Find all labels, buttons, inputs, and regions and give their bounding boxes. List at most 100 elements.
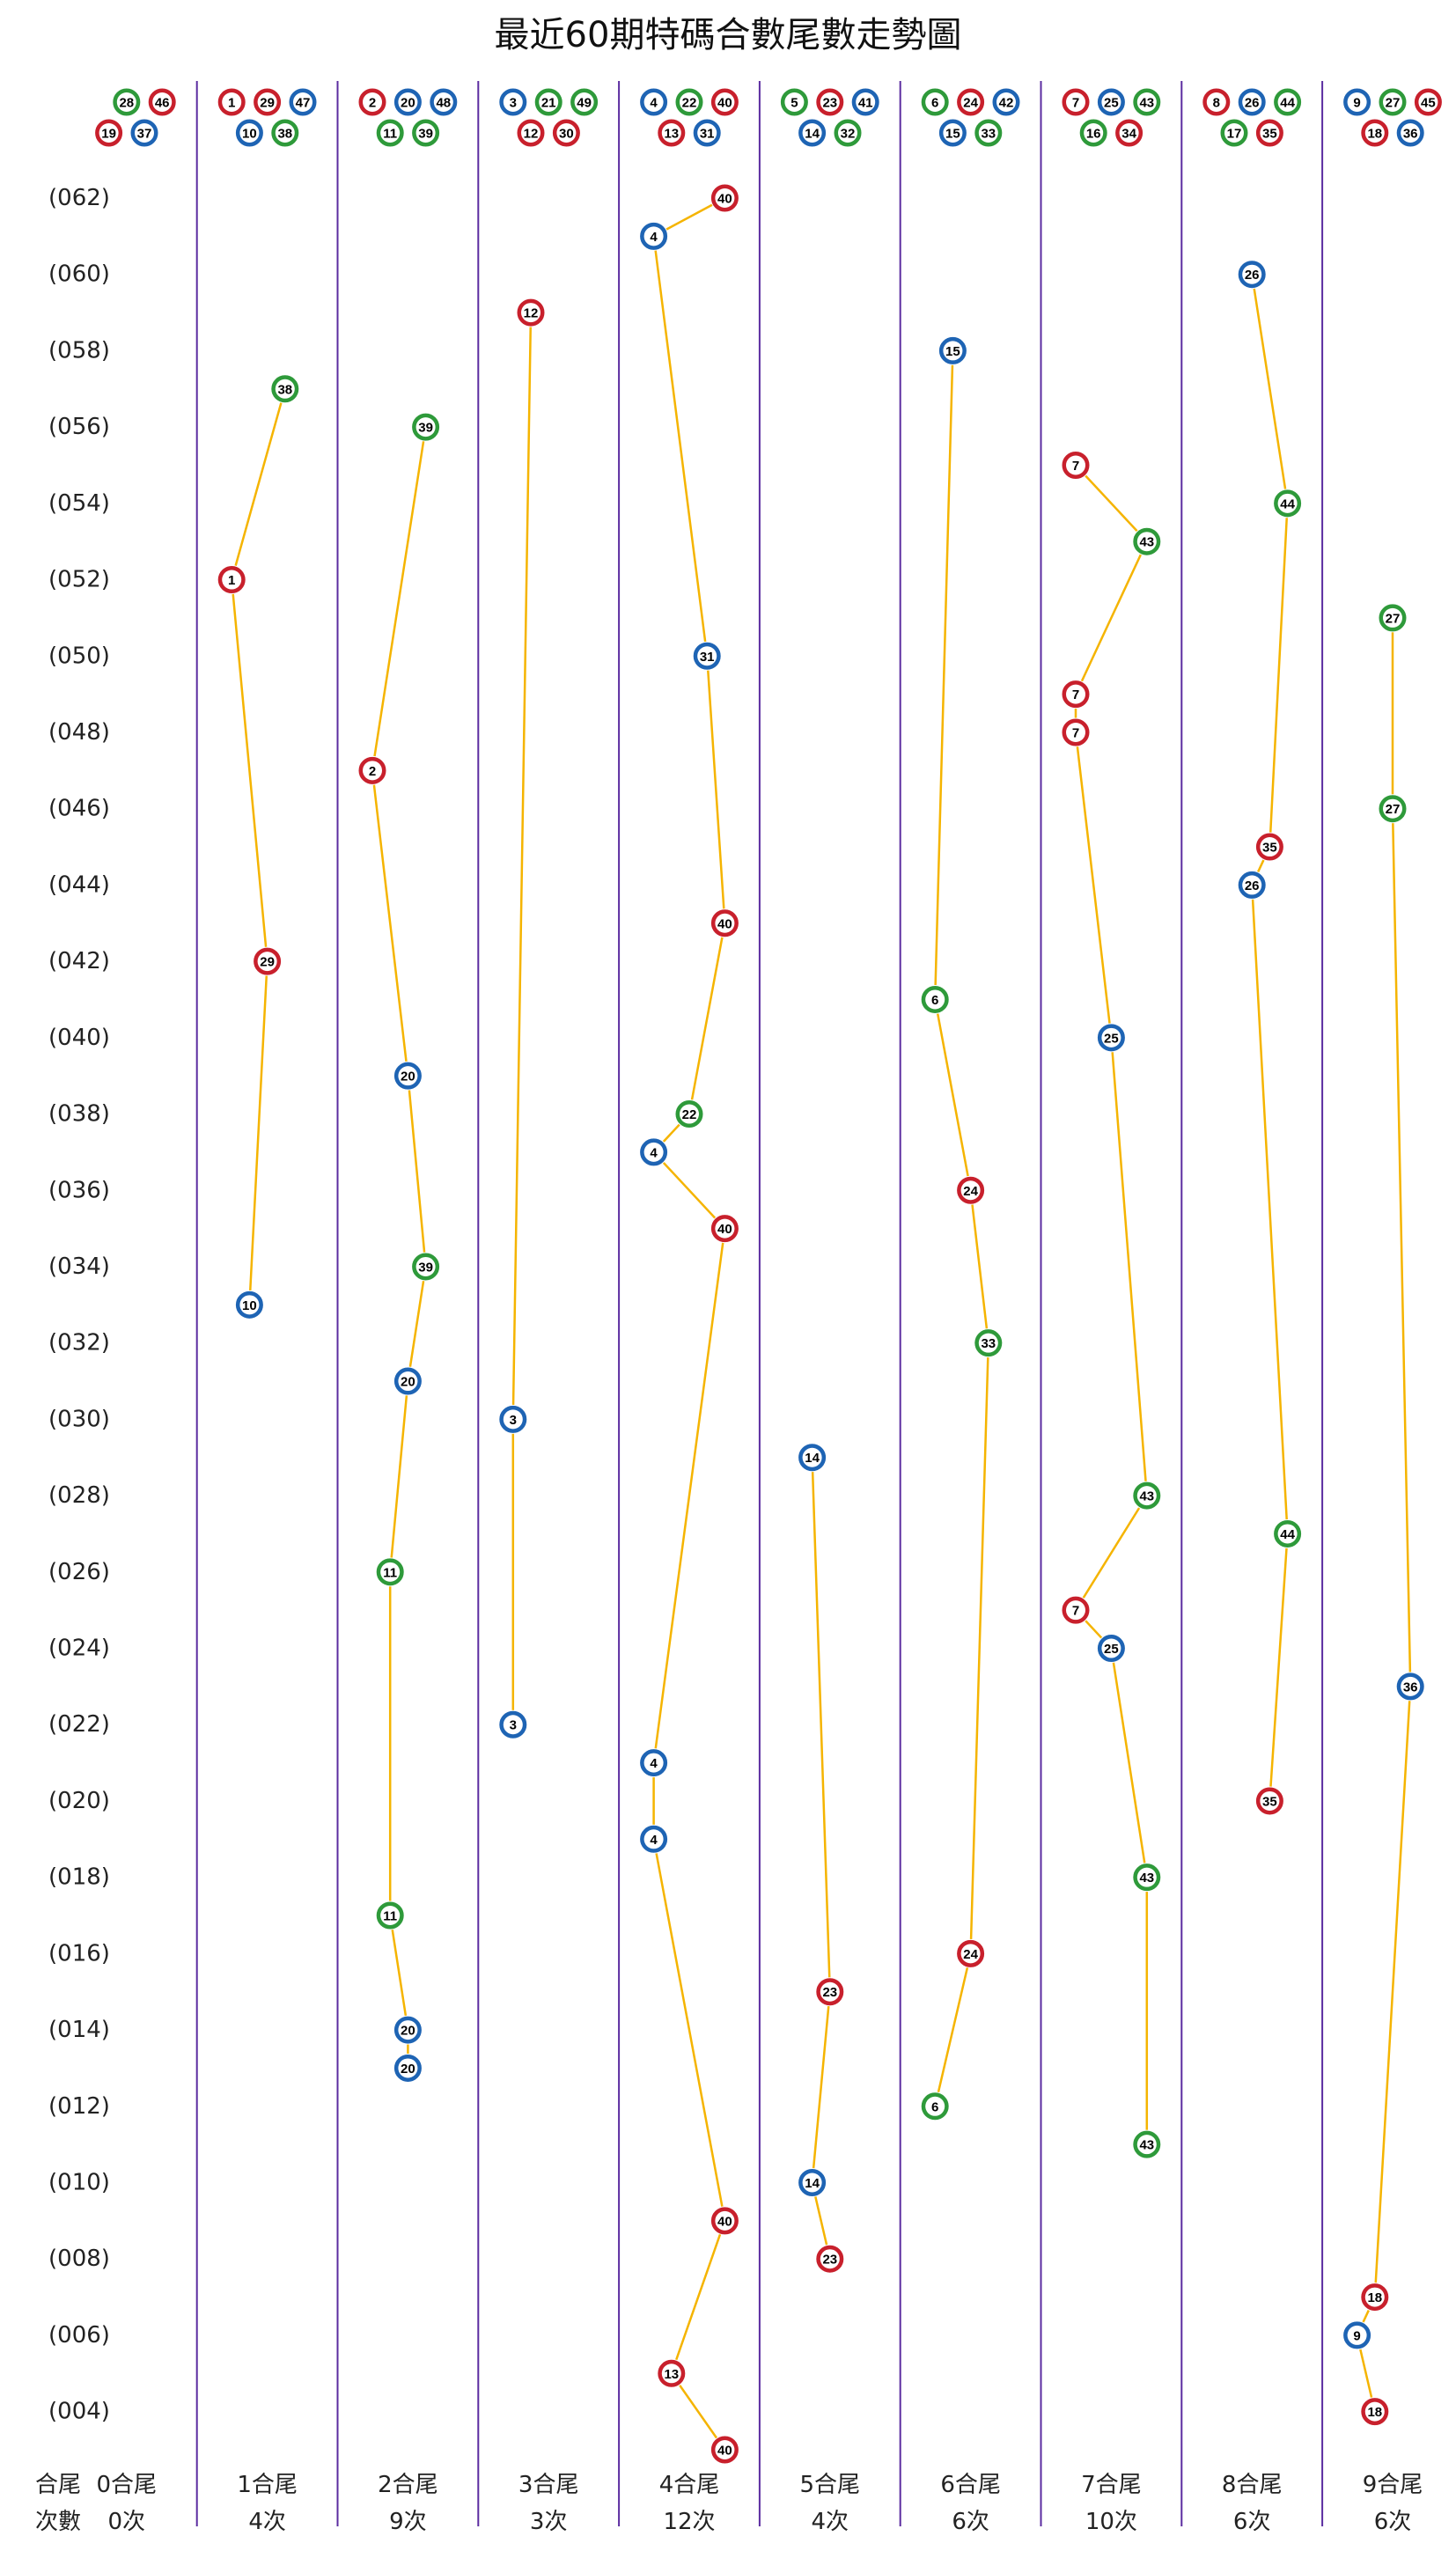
ball-center [363,92,382,112]
ball-number: 4 [650,1833,658,1848]
y-tick-label: (048) [48,719,110,746]
header-ball: 47 [288,87,318,117]
ball-center [503,92,523,112]
ball-center [1084,123,1104,143]
column-count: 3次 [530,2509,568,2535]
ball-number: 18 [1367,2290,1382,2305]
ball-number: 7 [1072,1604,1079,1619]
header-ball: 16 [1078,118,1108,148]
ball-number: 39 [418,1260,433,1275]
ball-number: 40 [717,1222,732,1237]
column-count: 6次 [1233,2509,1271,2535]
trend-ball: 40 [710,183,739,213]
y-tick-label: (058) [48,337,110,364]
column-count: 0次 [108,2509,146,2535]
ball-number: 47 [296,96,311,111]
trend-ball: 7 [1061,450,1091,480]
ball-center [802,2172,822,2193]
ball-center [521,303,540,323]
ball-center [680,92,699,112]
header-ball: 22 [674,87,704,117]
ball-number: 20 [401,2062,415,2077]
ball-center [1101,1638,1121,1658]
ball-number: 7 [1072,96,1079,111]
trend-ball: 20 [393,2053,423,2083]
trend-line [1356,617,1412,2412]
trend-ball: 13 [657,2358,687,2388]
trend-line [1250,274,1289,1802]
row-label: 合尾 [35,2472,81,2498]
ball-center [257,92,277,112]
column-count: 6次 [1374,2509,1412,2535]
trend-ball: 4 [639,1824,669,1854]
ball-number: 38 [277,127,292,142]
trend-ball: 2 [357,755,387,785]
ball-center [1383,92,1402,112]
ball-center [1401,123,1421,143]
ball-number: 20 [401,96,415,111]
ball-number: 24 [963,1184,978,1199]
trend-ball: 14 [798,1443,827,1473]
ball-number: 6 [931,96,938,111]
ball-center [1364,2401,1385,2422]
ball-center [257,952,277,972]
ball-number: 28 [119,96,134,111]
trend-line [811,1457,832,2260]
ball-center [661,2364,681,2384]
header-ball: 45 [1413,87,1443,117]
ball-number: 35 [1262,127,1277,142]
trend-line [511,312,533,1725]
trend-ball: 38 [270,374,300,404]
header-ball: 39 [411,118,441,148]
ball-center [715,92,735,112]
ball-number: 10 [242,127,257,142]
trend-ball: 12 [516,298,546,327]
ball-center [715,2440,735,2459]
trend-ball: 44 [1273,1518,1303,1548]
ball-number: 22 [682,1107,697,1122]
ball-number: 26 [1245,268,1260,283]
trend-ball: 7 [1061,717,1091,747]
ball-center [697,646,717,666]
ball-center [1136,1867,1157,1887]
y-tick-label: (042) [48,948,110,974]
header-ball: 11 [375,118,405,148]
ball-number: 3 [510,1718,517,1733]
ball-number: 15 [945,127,960,142]
trend-ball: 4 [639,1137,669,1167]
trend-ball: 22 [674,1099,704,1129]
ball-center [715,913,735,933]
column-label: 4合尾 [659,2472,720,2498]
trend-ball: 11 [375,1900,405,1930]
trend-ball: 35 [1254,1786,1284,1816]
ball-center [643,92,664,112]
ball-center [925,989,945,1010]
ball-number: 46 [155,96,170,111]
ball-number: 7 [1072,725,1079,740]
column-label: 9合尾 [1363,2472,1423,2498]
ball-center [398,1371,418,1392]
header-ball: 20 [393,87,423,117]
ball-number: 14 [805,2176,820,2191]
ball-center [1277,493,1298,513]
header-ball: 35 [1254,118,1284,148]
header-ball: 30 [551,118,581,148]
ball-center [1242,264,1262,284]
header-ball: 7 [1061,87,1091,117]
y-tick-label: (052) [48,567,110,593]
ball-number: 33 [981,127,996,142]
ball-number: 18 [1367,2405,1382,2420]
trend-ball: 11 [375,1557,405,1587]
trend-ball: 43 [1132,2129,1162,2159]
ball-center [239,1295,260,1315]
ball-center [943,341,963,361]
ball-center [239,123,260,143]
header-ball: 38 [270,118,300,148]
ball-number: 35 [1262,841,1277,856]
ball-number: 20 [401,1375,415,1390]
ball-center [1364,2287,1385,2307]
ball-center [802,123,822,143]
trend-ball: 40 [710,1214,739,1244]
column-label: 3合尾 [518,2472,579,2498]
ball-center [503,1409,523,1430]
